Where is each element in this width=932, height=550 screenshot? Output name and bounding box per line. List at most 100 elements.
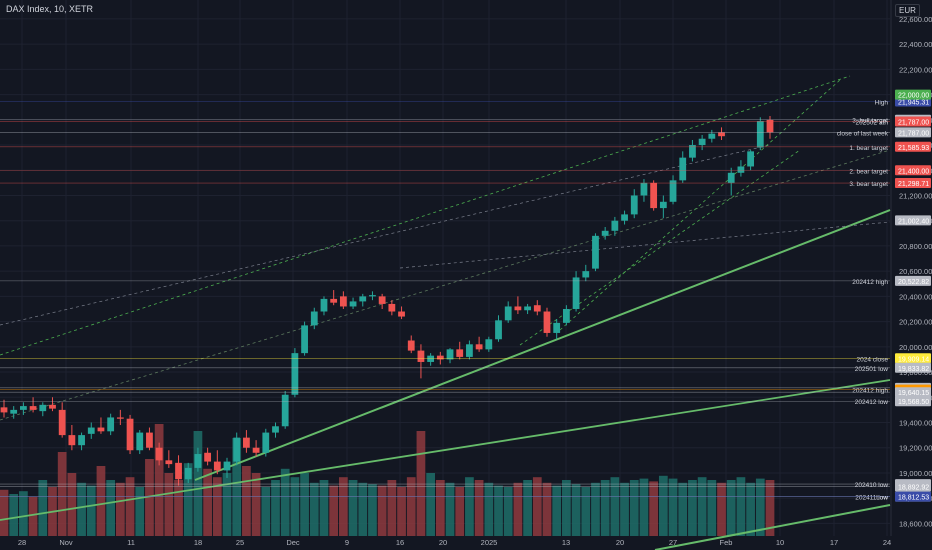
x-tick-label: 24 — [883, 538, 891, 547]
volume-bar — [96, 466, 106, 536]
candle-body — [388, 303, 396, 312]
candle-body — [436, 355, 444, 360]
candle-body — [679, 157, 687, 181]
volume-bar — [416, 431, 426, 536]
price-tag-label: 19,640.15 — [898, 390, 929, 397]
volume-bar — [9, 494, 19, 536]
volume-bar — [0, 489, 9, 536]
volume-bar — [610, 477, 620, 536]
candle-body — [650, 182, 658, 209]
x-tick-label: 16 — [396, 538, 404, 547]
candle-body — [572, 277, 580, 309]
volume-bar — [319, 480, 329, 536]
volume-bar — [348, 480, 358, 536]
candle-body — [592, 235, 599, 269]
volume-bar — [329, 485, 339, 536]
level-label: 202502 ath — [855, 119, 888, 126]
volume-bar — [271, 480, 280, 536]
candle-body — [417, 350, 425, 362]
candle-body — [582, 271, 590, 278]
volume-bar — [290, 477, 300, 536]
volume-bar — [57, 452, 67, 536]
y-tick-label: 20,800.00 — [899, 242, 932, 251]
volume-bar — [232, 438, 242, 536]
x-tick-label: 28 — [18, 538, 26, 547]
volume-bar — [600, 480, 610, 536]
x-tick-label: 25 — [236, 538, 244, 547]
volume-bar — [406, 477, 416, 536]
candle-body — [252, 447, 260, 453]
volume-bar — [542, 482, 552, 536]
y-tick-label: 22,400.00 — [899, 40, 932, 49]
volume-bar — [154, 424, 164, 536]
volume-bar — [377, 485, 387, 536]
price-tag-label: 18,812.53 — [898, 495, 929, 502]
price-tag — [895, 387, 931, 398]
candle-body — [262, 432, 270, 453]
x-tick-label: 10 — [776, 538, 784, 547]
volume-bar — [726, 480, 736, 536]
volume-bar — [77, 482, 86, 536]
level-label: 202412 low — [855, 399, 889, 406]
y-tick-label: 19,200.00 — [899, 444, 932, 453]
volume-bar — [145, 459, 154, 536]
volume-bar — [203, 468, 212, 536]
candle-body — [281, 394, 289, 427]
price-tag-label: 19,568.50 — [898, 399, 929, 406]
volume-bar — [639, 478, 649, 536]
candle-body — [58, 409, 66, 436]
volume-bar — [368, 484, 377, 536]
volume-bar — [300, 473, 309, 536]
y-tick-label: 22,600.00 — [899, 15, 932, 24]
price-tag-label: 18,892.92 — [898, 484, 929, 491]
candle-body — [504, 306, 512, 321]
y-tick-label: 18,600.00 — [899, 519, 932, 528]
volume-bar — [523, 480, 532, 536]
candle-body — [524, 306, 531, 311]
volume-bar — [222, 473, 232, 536]
candle-body — [233, 437, 241, 462]
candle-body — [553, 322, 561, 333]
candle-body — [165, 460, 173, 465]
volume-bar — [280, 468, 290, 536]
volume-bar — [571, 484, 581, 536]
candle-body — [97, 427, 105, 432]
candle-body — [78, 435, 85, 446]
volume-bar — [19, 491, 28, 536]
volume-bar — [629, 480, 639, 536]
candle-body — [708, 133, 716, 139]
x-tick-label: Dec — [286, 538, 300, 547]
volume-bar — [309, 482, 319, 536]
volume-bar — [765, 480, 775, 536]
y-tick-label: 22,200.00 — [899, 65, 932, 74]
price-tag-label: 20,522.82 — [898, 279, 929, 286]
level-label: close of last week — [837, 130, 889, 137]
y-tick-label: 20,600.00 — [899, 267, 932, 276]
volume-bar — [261, 487, 271, 536]
x-tick-label: 20 — [439, 538, 447, 547]
volume-bar — [620, 482, 629, 536]
candle-body — [718, 132, 725, 137]
candle-body — [514, 306, 522, 311]
price-tag — [895, 275, 931, 286]
volume-bar — [484, 482, 494, 536]
volume-bar — [649, 481, 659, 536]
level-label: 202501 low — [855, 366, 889, 373]
price-tag-label: 21,400.00 — [898, 168, 929, 175]
candle-body — [116, 417, 124, 419]
candle-body — [339, 296, 347, 307]
volume-bar — [513, 482, 523, 536]
currency-badge[interactable]: EUR — [895, 4, 920, 17]
candle-body — [495, 320, 502, 340]
price-tag-label: 21,298.71 — [898, 181, 929, 188]
candle-body — [291, 353, 299, 395]
volume-bar — [397, 487, 406, 536]
x-tick-label: 9 — [345, 538, 349, 547]
y-tick-label: 19,400.00 — [899, 418, 932, 427]
volume-bar — [755, 478, 765, 536]
volume-bar — [67, 473, 77, 536]
volume-bar — [736, 477, 746, 536]
volume-bar — [503, 487, 513, 536]
